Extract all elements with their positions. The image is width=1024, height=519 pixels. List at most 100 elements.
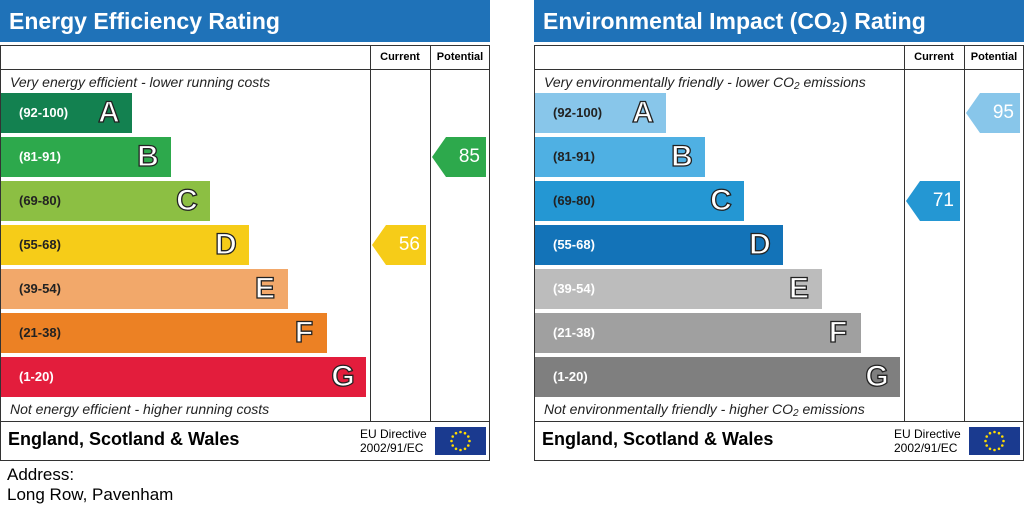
eu-star <box>997 447 1001 451</box>
rating-arrow-shape <box>906 181 960 221</box>
band-range-label: (55-68) <box>553 237 595 252</box>
band-range-label: (21-38) <box>19 325 61 340</box>
chart-title: Energy Efficiency Rating <box>0 0 490 42</box>
band-letter-label: F <box>294 315 314 349</box>
address-block: Address: Long Row, Pavenham <box>7 465 173 505</box>
band-letter-label: G <box>331 359 356 393</box>
band-range-label: (81-91) <box>19 149 61 164</box>
rating-arrow-shape <box>432 137 486 177</box>
band-range-label: (55-68) <box>19 237 61 252</box>
potential-rating-indicator: 95 <box>966 93 1020 133</box>
eu-star <box>459 430 462 434</box>
column-header-potential: Potential <box>970 51 1018 63</box>
energy-efficiency-panel: Energy Efficiency Rating Current Potenti… <box>0 0 490 461</box>
band-a: (92-100) A <box>535 93 666 133</box>
band-range-label: (92-100) <box>19 105 69 120</box>
band-f: (21-38) F <box>535 313 861 353</box>
eu-star <box>450 439 453 443</box>
band-b: (81-91) B <box>1 137 171 177</box>
eu-star <box>451 435 455 438</box>
column-header-current: Current <box>914 51 954 63</box>
band-range-label: (81-91) <box>553 149 595 164</box>
eu-star <box>985 435 989 438</box>
eu-star <box>997 431 1001 435</box>
current-rating-indicator: 71 <box>906 181 960 221</box>
eu-stars <box>984 430 1005 452</box>
eu-star <box>988 447 992 451</box>
eu-star <box>466 444 470 447</box>
band-letter-label: B <box>671 139 694 173</box>
top-note: Very energy efficient - lower running co… <box>10 74 271 90</box>
band-range-label: (69-80) <box>553 193 595 208</box>
current-rating-indicator: 56 <box>372 225 426 265</box>
band-g: (1-20) G <box>535 357 900 397</box>
band-letter-label: E <box>788 271 809 305</box>
chart-frame <box>0 45 490 461</box>
band-d: (55-68) D <box>535 225 783 265</box>
rating-value: 56 <box>398 234 420 255</box>
band-letter-label: D <box>215 227 238 261</box>
top-note: Very environmentally friendly - lower CO… <box>544 74 866 92</box>
region-label: England, Scotland & Wales <box>542 429 774 449</box>
eu-flag-icon <box>969 427 1020 455</box>
eu-star <box>454 447 458 451</box>
rating-arrow <box>432 137 486 177</box>
eu-star <box>451 444 455 447</box>
potential-rating-indicator: 85 <box>432 137 486 177</box>
band-a: (92-100) A <box>1 93 132 133</box>
eu-star <box>459 448 462 452</box>
band-range-label: (69-80) <box>19 193 61 208</box>
eu-star <box>468 439 471 443</box>
band-letter-label: A <box>98 95 121 129</box>
eu-star <box>985 444 989 447</box>
rating-arrow <box>372 225 426 265</box>
rating-value: 95 <box>992 102 1014 123</box>
band-letter-label: D <box>749 227 772 261</box>
band-letter-label: F <box>828 315 848 349</box>
band-range-label: (1-20) <box>19 369 54 384</box>
band-range-label: (21-38) <box>553 325 595 340</box>
band-e: (39-54) E <box>535 269 822 309</box>
rating-arrow <box>906 181 960 221</box>
band-letter-label: C <box>176 183 199 217</box>
chart-title: Environmental Impact (CO2) Rating <box>534 0 1024 42</box>
address-value: Long Row, Pavenham <box>7 485 174 504</box>
bottom-note: Not environmentally friendly - higher CO… <box>544 401 865 419</box>
band-b: (81-91) B <box>535 137 705 177</box>
rating-value: 71 <box>932 190 954 211</box>
band-range-label: (92-100) <box>553 105 603 120</box>
region-label: England, Scotland & Wales <box>8 429 240 449</box>
eu-star <box>1002 439 1005 443</box>
band-letter-label: E <box>254 271 275 305</box>
column-header-potential: Potential <box>436 51 484 63</box>
band-letter-label: B <box>137 139 160 173</box>
eu-star <box>463 447 467 451</box>
column-header-current: Current <box>380 51 420 63</box>
bottom-note: Not energy efficient - higher running co… <box>10 401 270 417</box>
band-range-label: (39-54) <box>553 281 595 296</box>
eu-directive-text: EU Directive 2002/91/EC <box>894 427 961 455</box>
eu-star <box>993 430 996 434</box>
band-letter-label: G <box>865 359 890 393</box>
rating-arrow <box>966 93 1020 133</box>
rating-value: 85 <box>458 146 480 167</box>
rating-arrow-shape <box>372 225 426 265</box>
rating-arrow-shape <box>966 93 1020 133</box>
eu-star <box>454 431 458 435</box>
band-letter-label: A <box>632 95 655 129</box>
band-c: (69-80) C <box>535 181 744 221</box>
band-letter-label: C <box>710 183 733 217</box>
band-e: (39-54) E <box>1 269 288 309</box>
eu-directive-text: EU Directive 2002/91/EC <box>360 427 427 455</box>
eu-star <box>1000 444 1004 447</box>
band-d: (55-68) D <box>1 225 249 265</box>
band-f: (21-38) F <box>1 313 327 353</box>
eu-star <box>463 431 467 435</box>
eu-star <box>984 439 987 443</box>
environmental-impact-panel: Environmental Impact (CO2) Rating Curren… <box>534 0 1024 461</box>
band-g: (1-20) G <box>1 357 366 397</box>
eu-star <box>1000 435 1004 438</box>
eu-stars <box>450 430 471 452</box>
band-c: (69-80) C <box>1 181 210 221</box>
eu-star <box>988 431 992 435</box>
